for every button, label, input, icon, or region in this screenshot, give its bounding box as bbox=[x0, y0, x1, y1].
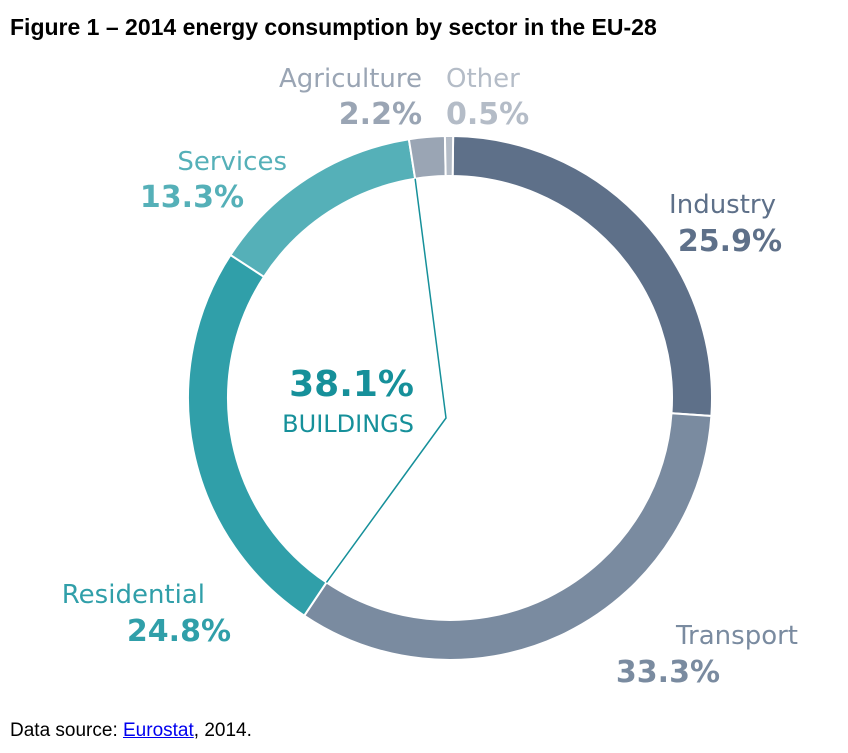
slice-industry bbox=[451, 135, 713, 418]
value-services: 13.3% bbox=[140, 180, 244, 215]
label-agriculture: Agriculture bbox=[279, 64, 422, 94]
value-residential: 24.8% bbox=[127, 614, 231, 649]
value-other: 0.5% bbox=[446, 97, 529, 132]
value-agriculture: 2.2% bbox=[339, 97, 422, 132]
slice-transport bbox=[302, 412, 713, 661]
value-industry: 25.9% bbox=[678, 224, 782, 259]
data-source: Data source: Eurostat, 2014. bbox=[10, 720, 252, 742]
label-services: Services bbox=[177, 147, 287, 177]
label-residential: Residential bbox=[62, 580, 205, 610]
source-suffix: , 2014. bbox=[193, 720, 252, 741]
buildings-bracket-line bbox=[325, 178, 447, 583]
eurostat-link[interactable]: Eurostat bbox=[123, 720, 194, 741]
value-transport: 33.3% bbox=[616, 655, 720, 690]
chart-title: Figure 1 – 2014 energy consumption by se… bbox=[10, 14, 657, 40]
buildings-value: 38.1% bbox=[289, 364, 414, 405]
label-other: Other bbox=[446, 64, 520, 94]
buildings-label: BUILDINGS bbox=[282, 410, 414, 438]
slice-other bbox=[443, 135, 455, 178]
label-industry: Industry bbox=[669, 190, 776, 220]
slice-agriculture bbox=[407, 135, 447, 180]
source-prefix: Data source: bbox=[10, 720, 123, 741]
label-transport: Transport bbox=[675, 621, 798, 651]
